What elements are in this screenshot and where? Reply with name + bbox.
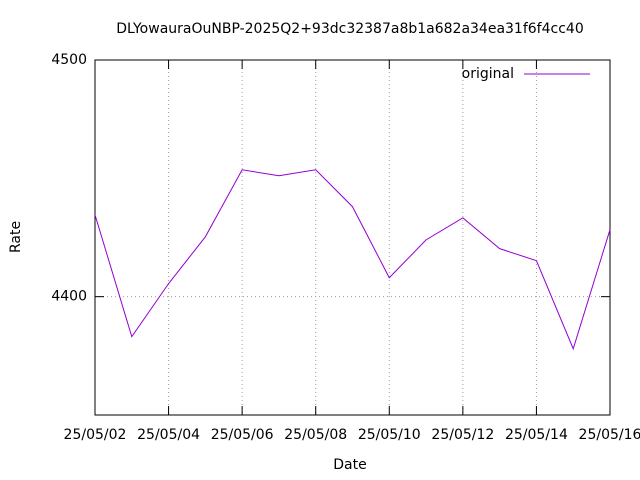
chart-title: DLYowauraOuNBP-2025Q2+93dc32387a8b1a682a… <box>116 21 583 37</box>
y-tick-label: 4500 <box>51 52 87 68</box>
x-tick-label: 25/05/14 <box>505 427 568 443</box>
y-tick-label: 4400 <box>51 289 87 305</box>
x-tick-label: 25/05/06 <box>211 427 274 443</box>
x-tick-label: 25/05/04 <box>137 427 200 443</box>
x-axis-label: Date <box>333 457 366 473</box>
x-tick-label: 25/05/02 <box>64 427 127 443</box>
x-tick-label: 25/05/08 <box>284 427 347 443</box>
x-tick-label: 25/05/12 <box>431 427 494 443</box>
x-tick-label: 25/05/16 <box>579 427 640 443</box>
legend-label: original <box>462 66 514 82</box>
x-tick-label: 25/05/10 <box>358 427 421 443</box>
plot-border <box>94 59 611 416</box>
y-axis-label: Rate <box>8 221 24 253</box>
line <box>94 169 611 351</box>
